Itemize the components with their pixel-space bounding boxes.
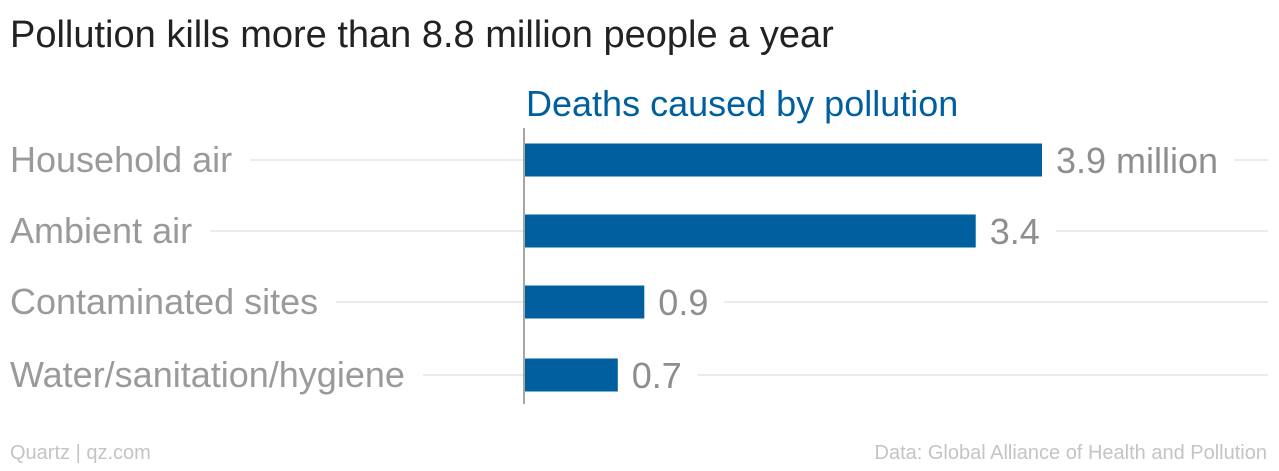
series-label: Deaths caused by pollution <box>526 83 958 124</box>
category-label: Contaminated sites <box>10 281 318 322</box>
bar <box>525 358 618 392</box>
value-label: 0.9 <box>658 282 708 323</box>
data-source: Data: Global Alliance of Health and Poll… <box>874 442 1267 464</box>
category-label: Ambient air <box>10 210 192 251</box>
category-label: Household air <box>10 139 232 180</box>
category-label: Water/sanitation/hygiene <box>10 354 405 395</box>
bar <box>525 285 645 319</box>
bar <box>525 143 1042 177</box>
chart-title: Pollution kills more than 8.8 million pe… <box>10 14 834 56</box>
value-label: 0.7 <box>632 355 682 396</box>
bar <box>525 214 976 248</box>
value-label: 3.4 <box>990 211 1040 252</box>
source-credit: Quartz | qz.com <box>10 442 151 464</box>
value-label: 3.9 million <box>1056 140 1218 181</box>
